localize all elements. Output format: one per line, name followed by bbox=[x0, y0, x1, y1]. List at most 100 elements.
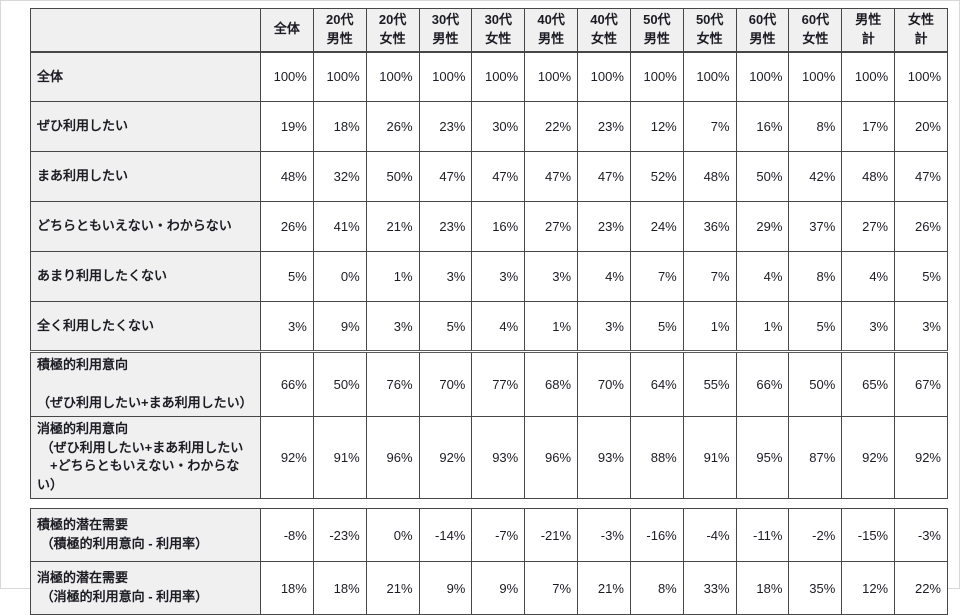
value-cell: -21% bbox=[524, 508, 579, 563]
value-cell: 100% bbox=[418, 51, 473, 103]
value-cell: 50% bbox=[312, 350, 367, 417]
value-cell: 92% bbox=[841, 415, 896, 500]
table-row: 全体 100% 100% 100% 100% 100% 100% 100% 100% 100% 10… bbox=[30, 51, 948, 103]
column-header: 30代 男性 bbox=[418, 7, 473, 53]
value-cell: 3% bbox=[841, 301, 896, 353]
row-label: 積極的潜在需要 （積極的利用意向 - 利用率） bbox=[30, 508, 261, 563]
value-cell: 100% bbox=[788, 51, 843, 103]
value-cell: 7% bbox=[524, 561, 579, 615]
value-cell: 50% bbox=[788, 350, 843, 417]
value-cell: 22% bbox=[894, 561, 948, 615]
value-cell: -2% bbox=[788, 508, 843, 563]
value-cell: 17% bbox=[841, 101, 896, 153]
value-cell: 77% bbox=[471, 350, 526, 417]
column-header: 40代 女性 bbox=[577, 7, 631, 53]
value-cell: 100% bbox=[260, 51, 314, 103]
header-row: 全体 20代 男性 20代 女性 30代 男性 30代 女性 40代 男性 40代 女性 50… bbox=[30, 7, 948, 53]
value-cell: 65% bbox=[841, 350, 896, 417]
column-header: 20代 男性 bbox=[312, 7, 367, 53]
table-row: どちらともいえない・わからない 26% 41% 21% 23% 16% 27% 23% 24% 3… bbox=[30, 201, 948, 253]
value-cell: 35% bbox=[788, 561, 843, 615]
row-label: 消極的潜在需要 （消極的利用意向 - 利用率） bbox=[30, 561, 261, 615]
value-cell: 48% bbox=[682, 151, 737, 203]
value-cell: 100% bbox=[735, 51, 790, 103]
value-cell: 27% bbox=[524, 201, 579, 253]
value-cell: 5% bbox=[260, 251, 314, 303]
value-cell: 7% bbox=[682, 101, 737, 153]
row-label: 全く利用したくない bbox=[30, 301, 261, 353]
value-cell: 3% bbox=[471, 251, 526, 303]
value-cell: 4% bbox=[577, 251, 631, 303]
row-label: 積極的利用意向 （ぜひ利用したい+まあ利用したい） bbox=[30, 350, 261, 417]
table-row: 消極的潜在需要 （消極的利用意向 - 利用率） 18% 18% 21% 9% 9% 7% 21… bbox=[30, 561, 948, 615]
value-cell: -3% bbox=[577, 508, 631, 563]
value-cell: 100% bbox=[524, 51, 579, 103]
value-cell: 7% bbox=[629, 251, 684, 303]
column-header: 60代 男性 bbox=[735, 7, 790, 53]
value-cell: 88% bbox=[629, 415, 684, 500]
value-cell: 1% bbox=[682, 301, 737, 353]
table-row: まあ利用したい 48% 32% 50% 47% 47% 47% 47% 52% 48% 50% 42%… bbox=[30, 151, 948, 203]
value-cell: 21% bbox=[365, 201, 420, 253]
value-cell: 47% bbox=[418, 151, 473, 203]
value-cell: 95% bbox=[735, 415, 790, 500]
value-cell: 3% bbox=[577, 301, 631, 353]
value-cell: 24% bbox=[629, 201, 684, 253]
row-label: 消極的利用意向 （ぜひ利用したい+まあ利用したい +どちらともいえない・わからな… bbox=[30, 415, 261, 500]
value-cell: 92% bbox=[418, 415, 473, 500]
value-cell: 0% bbox=[365, 508, 420, 563]
value-cell: 47% bbox=[471, 151, 526, 203]
value-cell: 33% bbox=[682, 561, 737, 615]
value-cell: 5% bbox=[788, 301, 843, 353]
value-cell: 18% bbox=[312, 561, 367, 615]
value-cell: 12% bbox=[841, 561, 896, 615]
value-cell: 8% bbox=[788, 101, 843, 153]
value-cell: 93% bbox=[577, 415, 631, 500]
value-cell: 18% bbox=[260, 561, 314, 615]
value-cell: 92% bbox=[894, 415, 948, 500]
table-row: 全く利用したくない 3% 9% 3% 5% 4% 1% 3% 5% 1% 1% 5% 3% 3% bbox=[30, 301, 948, 353]
table-row: ぜひ利用したい 19% 18% 26% 23% 30% 22% 23% 12% 7% 16% 8% 17… bbox=[30, 101, 948, 153]
value-cell: 47% bbox=[577, 151, 631, 203]
value-cell: 0% bbox=[312, 251, 367, 303]
value-cell: 50% bbox=[735, 151, 790, 203]
value-cell: -15% bbox=[841, 508, 896, 563]
value-cell: 37% bbox=[788, 201, 843, 253]
value-cell: 5% bbox=[894, 251, 948, 303]
value-cell: 12% bbox=[629, 101, 684, 153]
value-cell: 4% bbox=[841, 251, 896, 303]
row-label: 全体 bbox=[30, 51, 261, 103]
value-cell: 1% bbox=[365, 251, 420, 303]
column-header: 20代 女性 bbox=[365, 7, 420, 53]
value-cell: 100% bbox=[894, 51, 948, 103]
value-cell: 23% bbox=[577, 201, 631, 253]
row-label: まあ利用したい bbox=[30, 151, 261, 203]
value-cell: 48% bbox=[260, 151, 314, 203]
value-cell: 1% bbox=[524, 301, 579, 353]
value-cell: 52% bbox=[629, 151, 684, 203]
value-cell: -8% bbox=[260, 508, 314, 563]
value-cell: 32% bbox=[312, 151, 367, 203]
value-cell: 16% bbox=[471, 201, 526, 253]
value-cell: 23% bbox=[418, 101, 473, 153]
value-cell: 96% bbox=[365, 415, 420, 500]
value-cell: 100% bbox=[471, 51, 526, 103]
value-cell: 9% bbox=[418, 561, 473, 615]
value-cell: 26% bbox=[365, 101, 420, 153]
value-cell: 55% bbox=[682, 350, 737, 417]
value-cell: 91% bbox=[682, 415, 737, 500]
value-cell: 29% bbox=[735, 201, 790, 253]
value-cell: 26% bbox=[260, 201, 314, 253]
column-header: 女性 計 bbox=[894, 7, 948, 53]
value-cell: 23% bbox=[418, 201, 473, 253]
value-cell: 26% bbox=[894, 201, 948, 253]
value-cell: 8% bbox=[788, 251, 843, 303]
value-cell: 19% bbox=[260, 101, 314, 153]
value-cell: 76% bbox=[365, 350, 420, 417]
value-cell: 100% bbox=[577, 51, 631, 103]
value-cell: 50% bbox=[365, 151, 420, 203]
value-cell: 4% bbox=[735, 251, 790, 303]
value-cell: 100% bbox=[312, 51, 367, 103]
table-row: 消極的利用意向 （ぜひ利用したい+まあ利用したい +どちらともいえない・わからな… bbox=[30, 415, 948, 500]
value-cell: 3% bbox=[418, 251, 473, 303]
